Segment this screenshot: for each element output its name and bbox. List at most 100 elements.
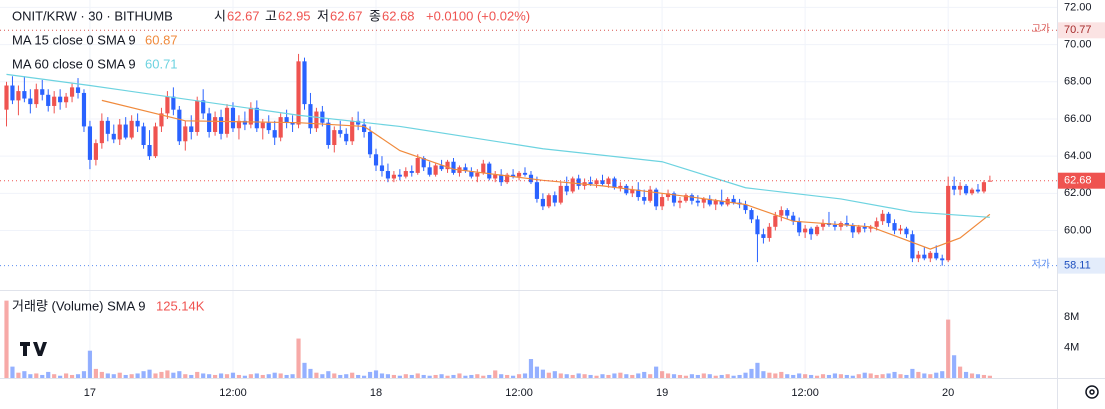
- candle-body: [93, 143, 98, 160]
- volume-bar: [475, 374, 480, 378]
- candle-body: [272, 130, 277, 138]
- volume-bar: [707, 374, 712, 378]
- settings-icon[interactable]: [1085, 385, 1099, 399]
- volume-bar: [16, 372, 21, 378]
- x-tick-label: 17: [84, 387, 96, 399]
- candle-body: [302, 61, 307, 105]
- volume-bar: [755, 362, 760, 378]
- volume-bar: [844, 374, 849, 378]
- volume-bar: [171, 372, 176, 378]
- volume-bar: [505, 374, 510, 378]
- candle-body: [618, 185, 623, 188]
- candle-body: [755, 219, 760, 235]
- volume-bar: [373, 370, 379, 378]
- volume-bar: [725, 374, 730, 378]
- candle-body: [952, 185, 957, 190]
- x-tick-label: 12:00: [505, 387, 533, 399]
- price-label: 70.77: [1064, 24, 1092, 36]
- candle-body: [129, 120, 134, 138]
- volume-bar: [403, 374, 408, 378]
- volume-bar: [290, 374, 295, 378]
- candle-body: [326, 122, 331, 145]
- volume-bar: [540, 369, 545, 378]
- volume-bar: [320, 374, 325, 378]
- candle-body: [505, 174, 510, 183]
- candle-body: [731, 198, 736, 203]
- candle-body: [803, 228, 808, 233]
- volume-bar: [636, 373, 641, 378]
- volume-bar: [266, 374, 271, 378]
- volume-bar: [487, 374, 492, 378]
- candle-body: [934, 252, 939, 259]
- volume-bar: [600, 374, 605, 378]
- volume-bar: [111, 374, 116, 378]
- volume-bar: [439, 374, 444, 378]
- candle-body: [4, 85, 9, 110]
- candle-body: [701, 198, 706, 203]
- candle-body: [296, 61, 301, 125]
- volume-bar: [642, 371, 647, 378]
- candle-body: [111, 133, 116, 140]
- candle-body: [314, 111, 319, 129]
- candle-body: [34, 89, 39, 105]
- volume-bar: [963, 371, 969, 378]
- volume-bar: [105, 373, 110, 378]
- candle-body: [332, 130, 337, 145]
- candle-body: [642, 197, 647, 201]
- volume-bar: [564, 374, 569, 378]
- candle-body: [856, 226, 861, 233]
- candle-body: [40, 89, 45, 95]
- volume-bar: [898, 374, 903, 378]
- candle-body: [511, 174, 516, 177]
- candle-body: [284, 117, 289, 123]
- volume-bar: [576, 373, 581, 378]
- candle-body: [707, 198, 712, 205]
- candle-body: [75, 87, 81, 93]
- volume-bar: [892, 371, 897, 378]
- volume-bar: [433, 374, 438, 378]
- volume-bar: [207, 374, 212, 378]
- ohlc-label: 시: [214, 8, 226, 23]
- y-tick-label: 72.00: [1064, 1, 1092, 13]
- candle-body: [963, 185, 969, 194]
- candle-body: [487, 163, 492, 179]
- candle-body: [987, 180, 992, 182]
- candle-body: [397, 174, 402, 177]
- indicator-value: 60.71: [145, 56, 178, 71]
- candle-body: [46, 94, 51, 106]
- candle-body: [87, 126, 93, 160]
- candle-body: [689, 195, 694, 201]
- volume-bar: [779, 371, 784, 378]
- candle-body: [922, 254, 927, 259]
- volume-bar: [552, 371, 557, 378]
- candle-body: [356, 120, 361, 125]
- volume-bar: [677, 374, 683, 378]
- volume-bar: [4, 300, 9, 378]
- y-tick-label: 64.00: [1064, 150, 1092, 162]
- candle-body: [338, 130, 343, 134]
- volume-bar: [129, 374, 134, 378]
- candle-body: [594, 180, 599, 185]
- candle-body: [606, 178, 611, 185]
- volume-bar: [177, 371, 182, 378]
- candle-body: [195, 100, 200, 132]
- volume-bar: [701, 373, 706, 378]
- candle-body: [546, 195, 551, 207]
- volume-bar: [379, 373, 385, 378]
- volume-bar: [582, 374, 587, 378]
- volume-bar: [975, 374, 981, 378]
- candle-body: [868, 226, 873, 229]
- volume-bar: [570, 374, 575, 378]
- candle-body: [201, 100, 206, 114]
- volume-bar: [201, 373, 206, 378]
- volume-bar: [958, 366, 963, 378]
- volume-bar: [242, 375, 247, 378]
- volume-bar: [463, 375, 468, 378]
- volume-bar: [356, 374, 361, 378]
- volume-bar: [785, 374, 790, 378]
- volume-bar: [10, 366, 15, 378]
- volume-bar: [391, 374, 396, 378]
- candle-body: [189, 126, 194, 132]
- candle-body: [344, 133, 349, 142]
- candle-body: [648, 189, 653, 201]
